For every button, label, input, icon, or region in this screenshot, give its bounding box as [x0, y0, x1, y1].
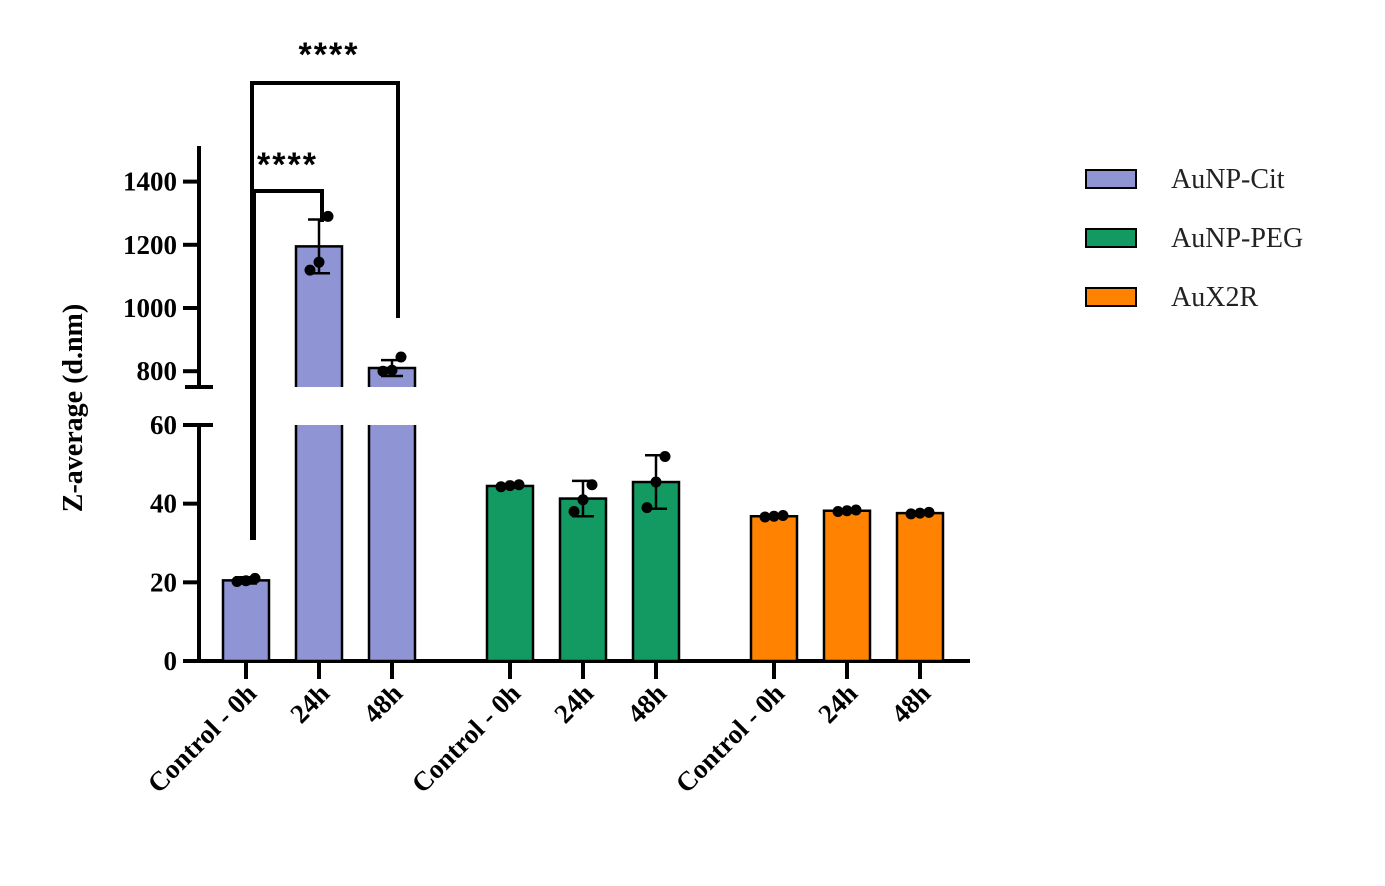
- data-point: [850, 504, 862, 516]
- y-tick-label: 20: [150, 567, 177, 597]
- y-axis-label: Z-average (d.nm): [58, 304, 89, 512]
- x-tick-label: Control - 0h: [406, 678, 527, 799]
- y-tick-label: 0: [164, 646, 178, 676]
- legend-swatch: [1085, 287, 1137, 307]
- significance-annotations: **** ****: [250, 36, 400, 540]
- data-point: [513, 479, 525, 491]
- data-point: [650, 476, 662, 488]
- legend: AuNP-Cit AuNP-PEG AuX2R: [1085, 164, 1303, 313]
- data-point: [377, 365, 389, 377]
- legend-label: AuNP-Cit: [1171, 164, 1285, 195]
- data-point: [659, 450, 671, 462]
- bar: [221, 579, 271, 663]
- bar: [485, 484, 535, 663]
- legend-label: AuNP-PEG: [1171, 223, 1303, 254]
- x-tick-label: 24h: [548, 678, 599, 729]
- data-point: [395, 351, 407, 363]
- bar: [749, 515, 799, 663]
- significance-bracket: [250, 81, 400, 540]
- data-point: [768, 510, 780, 522]
- y-tick-label: 40: [150, 489, 177, 519]
- x-tick-label: 24h: [284, 678, 335, 729]
- data-point: [759, 511, 771, 523]
- legend-swatch: [1085, 169, 1137, 189]
- significance-stars: ****: [299, 36, 360, 74]
- data-point: [586, 479, 598, 491]
- data-point: [231, 576, 243, 588]
- data-point: [914, 507, 926, 519]
- bar: [895, 511, 945, 663]
- data-point: [240, 575, 252, 587]
- bar: [822, 509, 872, 663]
- legend-swatch: [1085, 228, 1137, 248]
- data-point: [577, 494, 589, 506]
- data-point: [905, 508, 917, 520]
- bar: [631, 480, 681, 663]
- bar-lower-segment: [296, 425, 342, 661]
- data-point: [504, 480, 516, 492]
- data-points: [231, 210, 935, 588]
- x-tick-label: 24h: [812, 678, 863, 729]
- data-point: [322, 210, 334, 222]
- x-tick-label: Control - 0h: [670, 678, 791, 799]
- y-tick-label: 1400: [123, 167, 177, 197]
- bar-lower-outline: [294, 425, 344, 663]
- legend-label: AuX2R: [1171, 282, 1258, 313]
- x-tick-label: Control - 0h: [142, 678, 263, 799]
- bar: [558, 497, 608, 663]
- data-point: [841, 505, 853, 517]
- y-tick-label: 1200: [123, 230, 177, 260]
- y-tick-label: 60: [150, 410, 177, 440]
- x-tick-label: 48h: [357, 678, 408, 729]
- data-point: [777, 509, 789, 521]
- bar-lower-outline: [367, 425, 417, 663]
- data-point: [249, 572, 261, 584]
- significance-stars: ****: [257, 146, 318, 184]
- data-point: [923, 506, 935, 518]
- y-tick-label: 1000: [123, 293, 177, 323]
- data-point: [832, 506, 844, 518]
- data-point: [641, 502, 653, 514]
- data-point: [568, 506, 580, 518]
- bar-lower-segment: [369, 425, 415, 661]
- data-point: [386, 364, 398, 376]
- data-point: [313, 256, 325, 268]
- data-point: [304, 264, 316, 276]
- data-point: [495, 481, 507, 493]
- y-tick-label: 800: [137, 356, 178, 386]
- x-tick-label: 48h: [885, 678, 936, 729]
- bars: [221, 245, 945, 663]
- x-tick-label: 48h: [621, 678, 672, 729]
